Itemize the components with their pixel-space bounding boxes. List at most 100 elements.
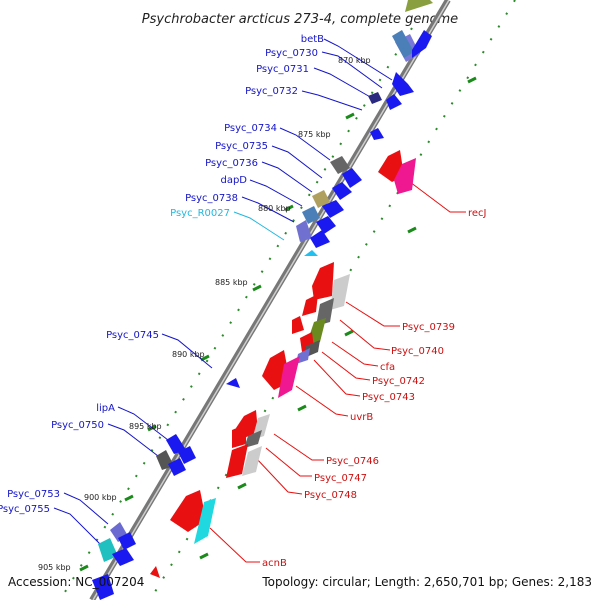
leader-Psyc_0738 <box>241 196 295 223</box>
feature-Psyc_0738b[interactable] <box>316 216 336 234</box>
gene-label-Psyc_0745[interactable]: Psyc_0745 <box>106 330 159 341</box>
gene-label-Psyc_0740[interactable]: Psyc_0740 <box>391 346 444 357</box>
gene-label-acnB[interactable]: acnB <box>262 558 287 569</box>
feature-bottom-blue[interactable] <box>92 574 114 600</box>
feature-Psyc_0736[interactable] <box>342 168 362 188</box>
feature-Psyc_0738d[interactable] <box>310 230 330 248</box>
tick-outer-1 <box>467 76 477 84</box>
gene-label-Psyc_0747[interactable]: Psyc_0747 <box>314 473 367 484</box>
leader-uvrB <box>295 385 349 417</box>
feature-recJ-magenta[interactable] <box>394 158 416 194</box>
gene-label-Psyc_0742[interactable]: Psyc_0742 <box>372 376 425 387</box>
feature-acnB[interactable] <box>170 490 206 532</box>
leader-Psyc_0740 <box>339 319 391 351</box>
gene-label-Psyc_0735[interactable]: Psyc_0735 <box>215 141 268 152</box>
feature-Psyc_0747[interactable] <box>232 424 246 448</box>
feature-Psyc_R0027[interactable] <box>304 250 318 256</box>
leader-Psyc_R0027 <box>233 211 285 241</box>
feature-Psyc_0739-grey[interactable] <box>330 274 350 310</box>
gene-label-Psyc_0748[interactable]: Psyc_0748 <box>304 490 357 501</box>
feature-lipA[interactable] <box>166 434 186 454</box>
gene-label-Psyc_0739[interactable]: Psyc_0739 <box>402 322 455 333</box>
gene-label-Psyc_0743[interactable]: Psyc_0743 <box>362 392 415 403</box>
leader-Psyc_0735 <box>271 145 323 179</box>
tick-885 <box>252 284 262 292</box>
tick-outer-6 <box>199 552 209 560</box>
feature-Psyc_0735[interactable] <box>330 156 350 174</box>
leader-recJ <box>409 181 466 213</box>
feature-Psyc_0755b[interactable] <box>112 548 134 566</box>
feature-Psyc_0745[interactable] <box>226 378 240 388</box>
gene-label-Psyc_0750[interactable]: Psyc_0750 <box>51 420 104 431</box>
gene-label-Psyc_0731[interactable]: Psyc_0731 <box>256 64 309 75</box>
feature-partial-top-green[interactable] <box>405 0 433 12</box>
feature-Psyc_0738c[interactable] <box>296 220 312 242</box>
leader-acnB <box>209 527 260 563</box>
gene-label-recJ[interactable]: recJ <box>468 208 487 219</box>
leader-lipA <box>117 406 169 441</box>
gene-label-Psyc_R0027[interactable]: Psyc_R0027 <box>170 208 230 219</box>
gene-label-Psyc_0753[interactable]: Psyc_0753 <box>7 489 60 500</box>
gene-label-Psyc_0736[interactable]: Psyc_0736 <box>205 158 258 169</box>
right-gene-labels: recJ Psyc_0739 Psyc_0740 cfa Psyc_0742 P… <box>262 208 487 569</box>
tick-outer-5 <box>237 482 247 490</box>
feature-dapD-arrow[interactable] <box>322 200 344 218</box>
feature-Psyc_0734[interactable] <box>370 128 384 140</box>
feature-bottom-red[interactable] <box>150 566 160 578</box>
leader-Psyc_0736 <box>261 161 313 193</box>
accession-text: Accession: NC_007204 <box>8 575 144 589</box>
kbp-label-880: 880 kbp <box>258 204 291 213</box>
feature-dapD[interactable] <box>312 190 330 208</box>
feature-Psyc_0753b[interactable] <box>118 532 136 550</box>
feature-Psyc_0739[interactable] <box>312 262 334 300</box>
leader-Psyc_0750 <box>107 423 159 457</box>
leader-Psyc_0742 <box>321 351 371 381</box>
gene-label-dapD[interactable]: dapD <box>220 175 247 186</box>
feature-Psyc_0738[interactable] <box>302 206 320 224</box>
feature-lipA-b[interactable] <box>178 446 196 464</box>
left-gene-labels: betB Psyc_0730 Psyc_0731 Psyc_0732 Psyc_… <box>0 34 324 515</box>
leader-Psyc_0739 <box>345 301 400 327</box>
gene-label-Psyc_0746[interactable]: Psyc_0746 <box>326 456 379 467</box>
feature-Psyc_0750b[interactable] <box>168 458 186 476</box>
feature-uvrB-magenta[interactable] <box>278 356 300 398</box>
feature-Psyc_0740[interactable] <box>302 294 318 316</box>
kbp-label-875: 875 kbp <box>298 130 331 139</box>
gene-label-Psyc_0738[interactable]: Psyc_0738 <box>185 193 238 204</box>
feature-Psyc_0740-dark[interactable] <box>316 298 334 326</box>
feature-Psyc_0732a[interactable] <box>368 92 382 104</box>
gene-label-lipA[interactable]: lipA <box>96 403 115 414</box>
gene-label-Psyc_0730[interactable]: Psyc_0730 <box>265 48 318 59</box>
gene-label-Psyc_0734[interactable]: Psyc_0734 <box>224 123 277 134</box>
feature-Psyc_0747-dark[interactable] <box>244 430 262 448</box>
kbp-label-870: 870 kbp <box>338 56 371 65</box>
tick-900 <box>124 494 134 502</box>
feature-acnB-cyan[interactable] <box>194 498 216 544</box>
kbp-label-905: 905 kbp <box>38 563 71 572</box>
tick-880 <box>284 204 294 212</box>
feature-Psyc_0730[interactable] <box>412 30 432 58</box>
leader-Psyc_0748 <box>255 457 303 495</box>
feature-Psyc_0743[interactable] <box>296 348 310 364</box>
leader-cfa <box>331 341 379 367</box>
tick-outer-3 <box>344 329 354 337</box>
feature-Psyc_0736b[interactable] <box>332 182 352 200</box>
gene-label-cfa[interactable]: cfa <box>380 362 395 373</box>
feature-Psyc_0755[interactable] <box>98 538 118 562</box>
feature-betB-shade[interactable] <box>392 30 414 58</box>
feature-Psyc_0732b[interactable] <box>386 94 402 110</box>
leader-Psyc_0730 <box>321 51 383 89</box>
gene-label-Psyc_0732[interactable]: Psyc_0732 <box>245 86 298 97</box>
kbp-labels: 870 kbp 875 kbp 880 kbp 885 kbp 890 kbp … <box>38 56 371 572</box>
gene-label-Psyc_0755[interactable]: Psyc_0755 <box>0 504 50 515</box>
gene-label-betB[interactable]: betB <box>301 34 324 45</box>
feature-Psyc_0748[interactable] <box>226 444 248 478</box>
gene-label-uvrB[interactable]: uvrB <box>350 412 373 423</box>
topology-text: Topology: circular; Length: 2,650,701 bp… <box>261 575 592 589</box>
kbp-label-895: 895 kbp <box>129 422 162 431</box>
feature-Psyc_0731[interactable] <box>392 72 414 96</box>
feature-Psyc_0748-grey[interactable] <box>242 446 262 476</box>
tick-outer-4 <box>297 404 307 412</box>
feature-cfa-small[interactable] <box>292 316 304 334</box>
